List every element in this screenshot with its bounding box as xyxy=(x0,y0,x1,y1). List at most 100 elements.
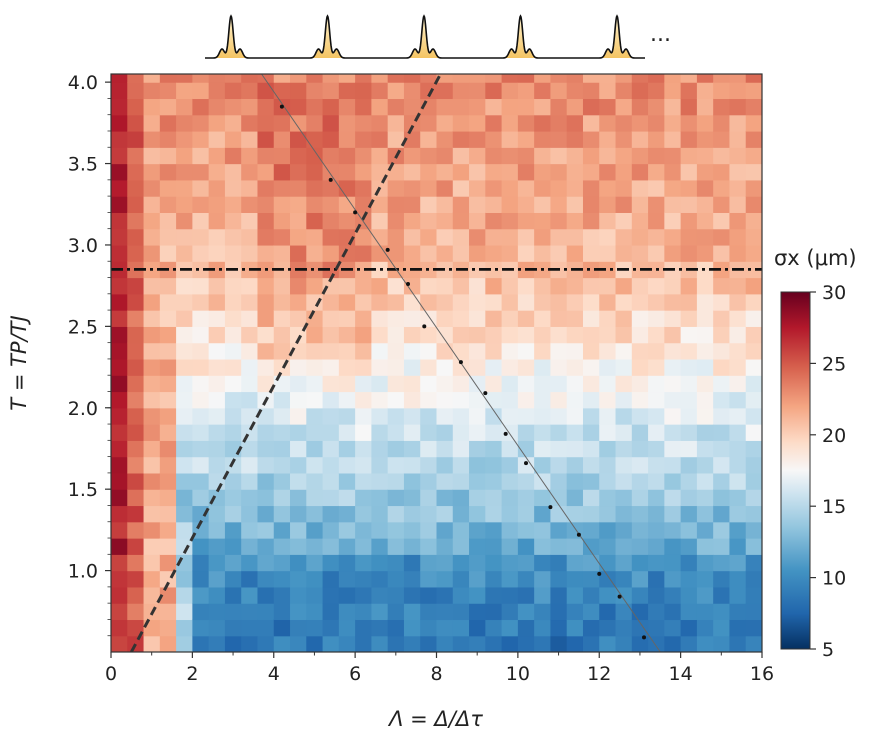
heatmap-cell xyxy=(713,472,731,490)
heatmap-cell xyxy=(241,570,259,588)
heatmap-cell xyxy=(338,505,356,523)
heatmap-cell xyxy=(469,456,486,474)
heatmap-cell xyxy=(566,505,584,523)
heatmap-cell xyxy=(322,538,340,555)
heatmap-cell xyxy=(387,326,405,344)
heatmap-cell xyxy=(176,244,193,262)
heatmap-cell xyxy=(517,228,535,246)
heatmap-cell xyxy=(355,586,373,604)
heatmap-cell xyxy=(111,554,128,572)
heatmap-cell xyxy=(436,196,454,213)
y-tick-label: 1.0 xyxy=(68,561,98,583)
heatmap-cell xyxy=(469,228,486,246)
heatmap-cell xyxy=(501,391,519,409)
heatmap-cell xyxy=(452,586,470,604)
heatmap-cell xyxy=(111,74,128,83)
heatmap-cell xyxy=(745,342,762,360)
heatmap-cell xyxy=(241,375,259,393)
heatmap-cell xyxy=(257,74,275,83)
heatmap-cell xyxy=(403,603,421,621)
heatmap-cell xyxy=(355,228,373,246)
heatmap-cell xyxy=(387,310,405,327)
heatmap-cell xyxy=(452,196,470,213)
colorbar-gradient xyxy=(780,291,811,650)
heatmap-cell xyxy=(452,147,470,165)
heatmap-cell xyxy=(729,603,747,621)
heatmap-cell xyxy=(745,98,762,116)
heatmap-cell xyxy=(290,114,307,132)
heatmap-cell xyxy=(290,619,307,637)
heatmap-cell xyxy=(127,114,145,132)
heatmap-cell xyxy=(403,326,421,344)
heatmap-cell xyxy=(208,326,226,344)
heatmap-cell xyxy=(159,407,177,425)
heatmap-cell xyxy=(176,570,193,588)
heatmap-cell xyxy=(143,505,161,523)
heatmap-cell xyxy=(176,375,193,393)
heatmap-cell xyxy=(273,342,291,360)
heatmap-cell xyxy=(322,586,340,604)
heatmap-cell xyxy=(582,244,600,262)
heatmap-cell xyxy=(534,375,552,393)
heatmap-cell xyxy=(631,98,649,116)
heatmap-cell xyxy=(371,326,389,344)
heatmap-cell xyxy=(664,130,682,148)
heatmap-cell xyxy=(176,391,193,409)
heatmap-cell xyxy=(371,261,389,279)
heatmap-cell xyxy=(127,130,145,148)
heatmap-cell xyxy=(159,472,177,490)
heatmap-cell xyxy=(680,228,698,246)
heatmap-cell xyxy=(452,163,470,181)
heatmap-cell xyxy=(176,74,193,83)
heatmap-cell xyxy=(696,179,714,197)
heatmap-cell xyxy=(241,472,259,490)
heatmap-cell xyxy=(257,489,275,507)
heatmap-cell xyxy=(322,114,340,132)
heatmap-cell xyxy=(745,179,762,197)
heatmap-cell xyxy=(436,293,454,311)
heatmap-cell xyxy=(273,310,291,327)
colorbar-tick-label: 25 xyxy=(822,353,846,375)
heatmap-cell xyxy=(745,554,762,572)
heatmap-cell xyxy=(631,212,649,230)
heatmap-cell xyxy=(648,570,665,588)
heatmap-cell xyxy=(176,147,193,165)
heatmap-cell xyxy=(631,74,649,83)
heatmap-cell xyxy=(534,407,552,425)
heatmap-cell xyxy=(159,586,177,604)
heatmap-cell xyxy=(208,310,226,327)
heatmap-cell xyxy=(631,228,649,246)
heatmap-cell xyxy=(387,554,405,572)
heatmap-cell xyxy=(159,98,177,116)
heatmap-cell xyxy=(566,212,584,230)
heatmap-cell xyxy=(224,74,242,83)
heatmap-cell xyxy=(517,375,535,393)
heatmap-cell xyxy=(127,358,145,376)
heatmap-cell xyxy=(111,114,128,132)
heatmap-cell xyxy=(615,310,633,327)
heatmap-cell xyxy=(420,456,438,474)
heatmap-cell xyxy=(745,456,762,474)
heatmap-cell xyxy=(192,619,210,637)
heatmap-cell xyxy=(306,375,324,393)
heatmap-cell xyxy=(550,603,568,621)
heatmap-cell xyxy=(387,521,405,539)
heatmap-cell xyxy=(534,505,552,523)
heatmap-cell xyxy=(501,114,519,132)
heatmap-cell xyxy=(582,619,600,637)
heatmap-cell xyxy=(208,521,226,539)
heatmap-cell xyxy=(241,74,259,83)
heatmap-cell xyxy=(273,212,291,230)
heatmap-cell xyxy=(159,293,177,311)
heatmap-cell xyxy=(355,293,373,311)
heatmap-cell xyxy=(176,456,193,474)
heatmap-cell xyxy=(745,293,762,311)
heatmap-cell xyxy=(566,521,584,539)
heatmap-cell xyxy=(696,342,714,360)
heatmap-cell xyxy=(127,244,145,262)
heatmap-cell xyxy=(143,456,161,474)
heatmap-cell xyxy=(631,82,649,100)
heatmap-cell xyxy=(306,570,324,588)
heatmap-cell xyxy=(517,82,535,100)
heatmap-cell xyxy=(355,391,373,409)
